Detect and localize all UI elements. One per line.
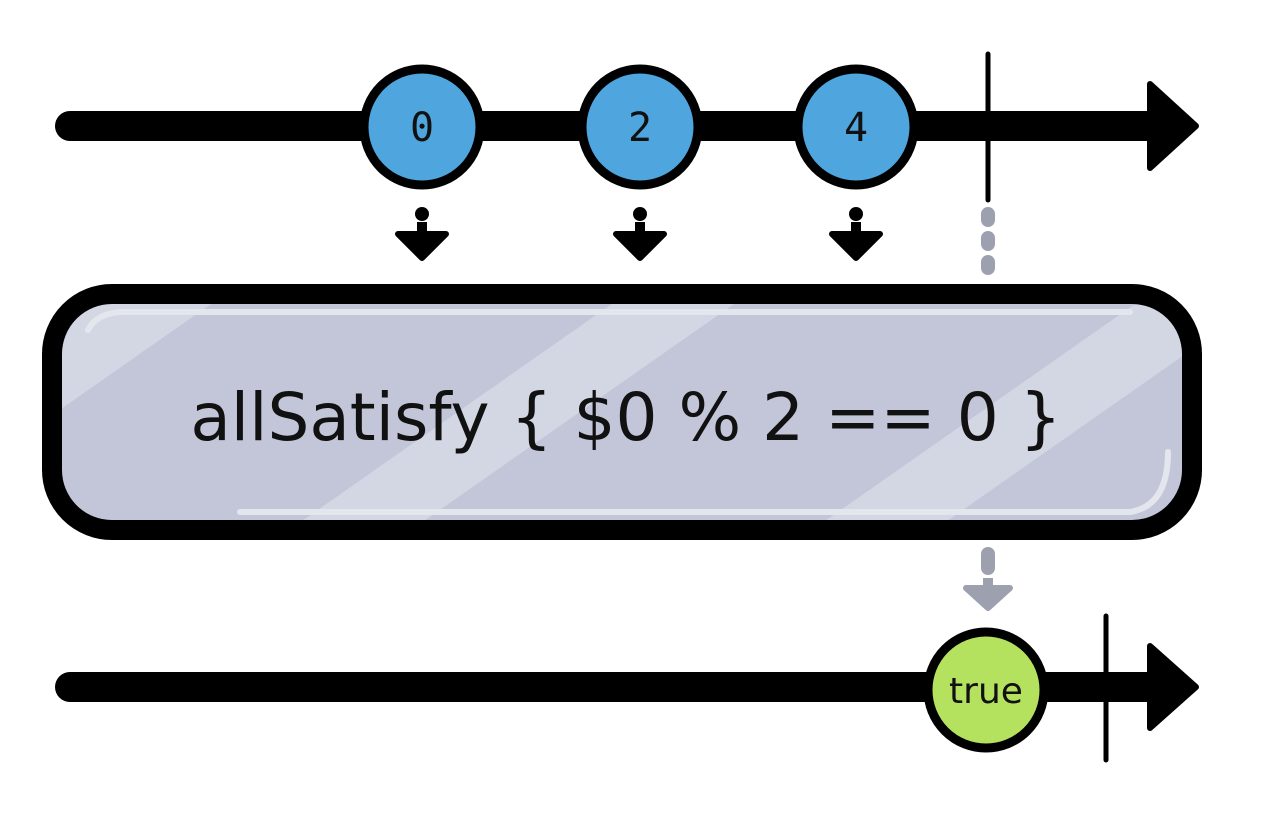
output-timeline-arrowhead: [1147, 643, 1199, 731]
input-marble-0: 0: [359, 64, 485, 190]
input-marble-label: 4: [844, 105, 868, 151]
input-marble-label: 0: [410, 105, 434, 151]
input-marble-4: 4: [793, 64, 919, 190]
input-marble-2: 2: [577, 64, 703, 190]
down-arrow-icon: [613, 207, 667, 261]
down-arrow-icon: [829, 207, 883, 261]
down-arrow-icon: [395, 207, 449, 261]
output-marble-label: true: [949, 671, 1023, 712]
output-down-arrow-icon: [963, 547, 1013, 611]
input-timeline-arrowhead: [1147, 81, 1199, 171]
output-marble-true: true: [923, 627, 1049, 753]
operator-box: allSatisfy { $0 % 2 == 0 }: [42, 284, 1202, 540]
input-marble-label: 2: [628, 105, 652, 151]
operator-label: allSatisfy { $0 % 2 == 0 }: [190, 379, 1061, 456]
